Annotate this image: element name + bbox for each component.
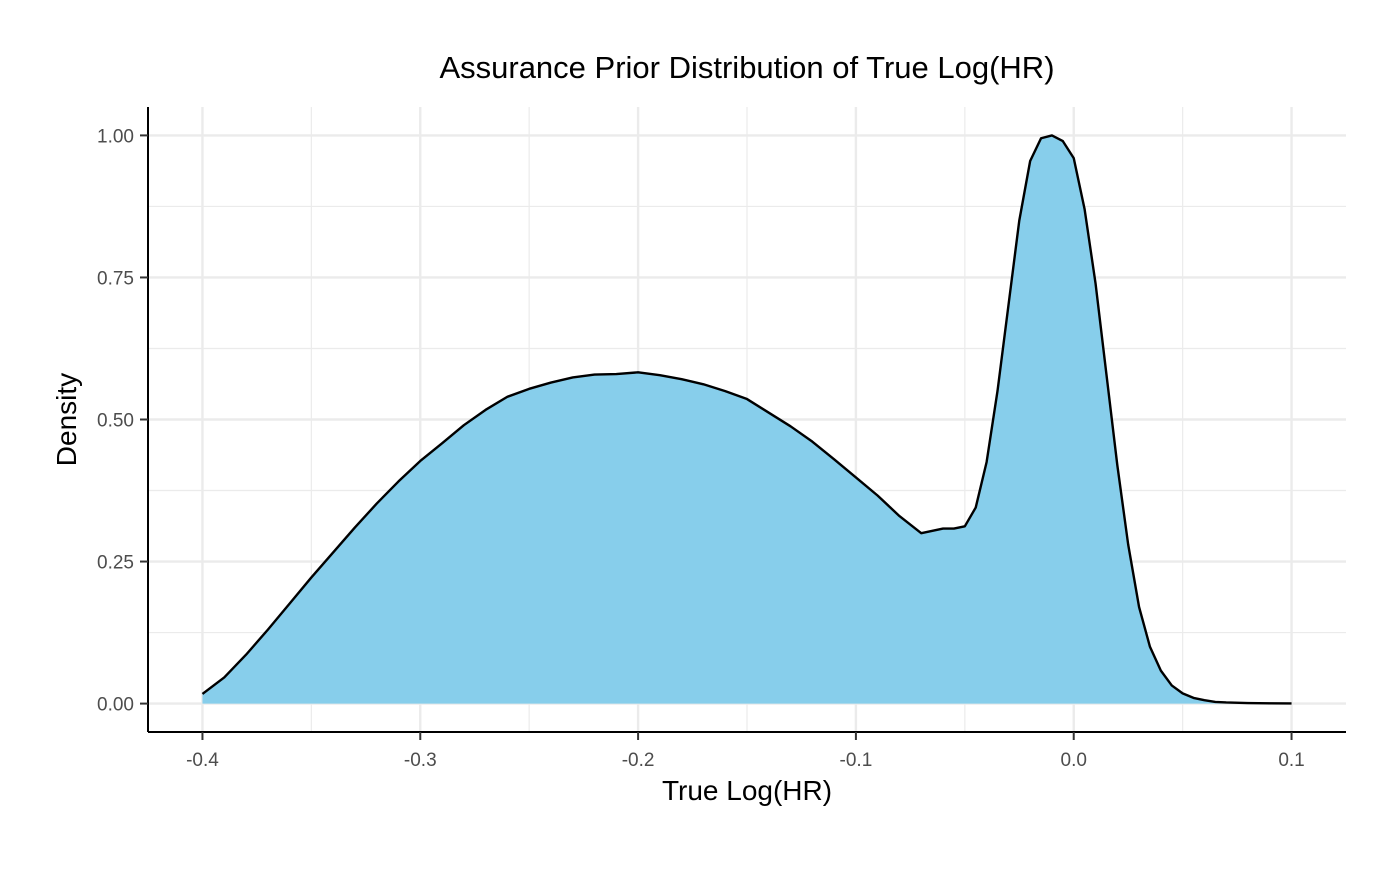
x-tick-label: -0.4 <box>186 750 219 771</box>
y-tick-label: 1.00 <box>97 126 134 147</box>
y-tick-label: 0.00 <box>97 695 134 716</box>
plot-area <box>201 134 1292 705</box>
x-tick-label: -0.2 <box>622 750 655 771</box>
density-line <box>201 134 1292 705</box>
axes <box>140 107 1346 740</box>
x-tick-label: 0.0 <box>1061 750 1087 771</box>
x-tick-label: -0.3 <box>404 750 437 771</box>
x-tick-label: -0.1 <box>840 750 873 771</box>
x-tick-label: 0.1 <box>1278 750 1304 771</box>
y-tick-label: 0.75 <box>97 268 134 289</box>
x-axis-title: True Log(HR) <box>662 775 832 806</box>
tick-labels: -0.4 -0.3 -0.2 -0.1 0.0 0.1 0.00 0.25 0.50 0.75 1.… <box>97 126 1305 771</box>
density-area-fill <box>202 135 1292 704</box>
y-tick-label: 0.50 <box>97 411 134 432</box>
y-axis-title: Density <box>51 373 82 466</box>
chart-title: Assurance Prior Distribution of True Log… <box>439 50 1054 85</box>
y-tick-label: 0.25 <box>97 553 134 574</box>
